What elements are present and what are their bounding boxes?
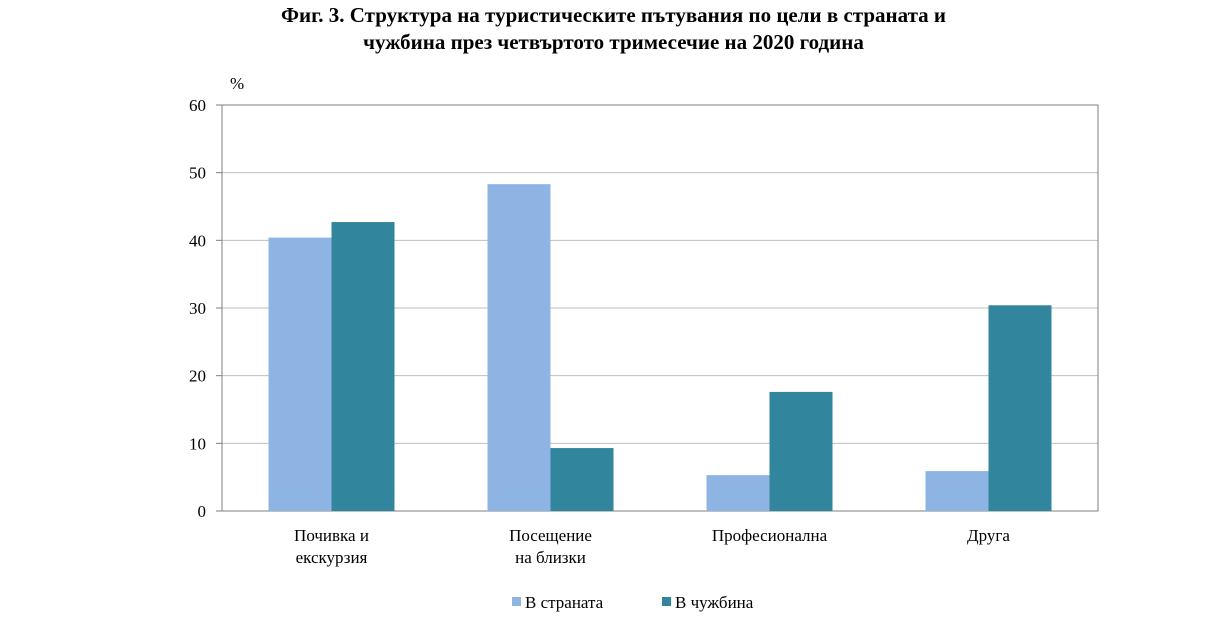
y-tick-label: 40 bbox=[189, 231, 206, 250]
x-axis-categories: Почивка и екскурзия Посещение на близки Проф… bbox=[294, 526, 1010, 567]
y-tick-label: 30 bbox=[189, 299, 206, 318]
x-category-label-line: Професионална bbox=[712, 526, 828, 545]
x-category-label-line: Посещение bbox=[509, 526, 592, 545]
y-tick-label: 50 bbox=[189, 164, 206, 183]
bars bbox=[268, 184, 1052, 512]
y-tick-label: 0 bbox=[198, 502, 207, 521]
legend-swatch bbox=[512, 597, 521, 606]
bar-domestic-0 bbox=[268, 237, 332, 512]
x-category-label-line: Почивка и bbox=[294, 526, 369, 545]
y-tick-label: 10 bbox=[189, 434, 206, 453]
bar-abroad-3 bbox=[988, 305, 1052, 511]
bar-domestic-2 bbox=[706, 475, 770, 511]
legend-swatch bbox=[662, 597, 671, 606]
x-category-label: Друга bbox=[967, 526, 1010, 545]
bar-abroad-0 bbox=[331, 222, 395, 511]
bar-abroad-2 bbox=[769, 391, 833, 511]
bar-abroad-1 bbox=[550, 448, 614, 511]
chart-title-line-2: чужбина през четвъртото тримесечие на 20… bbox=[363, 30, 864, 54]
x-category-label-line: Друга bbox=[967, 526, 1010, 545]
legend: В страната В чужбина bbox=[512, 593, 754, 612]
legend-label: В страната bbox=[525, 593, 604, 612]
chart-title: Фиг. 3. Структура на туристическите пъту… bbox=[0, 2, 1227, 56]
legend-label: В чужбина bbox=[675, 593, 754, 612]
y-axis-label: % bbox=[230, 74, 244, 93]
bar-domestic-1 bbox=[487, 184, 551, 512]
y-axis-ticks: 0 10 20 30 40 50 60 bbox=[189, 96, 222, 521]
x-category-label: Посещение на близки bbox=[509, 526, 592, 567]
bar-domestic-3 bbox=[925, 471, 989, 511]
x-category-label: Почивка и екскурзия bbox=[294, 526, 369, 567]
chart-title-line-1: Фиг. 3. Структура на туристическите пъту… bbox=[280, 3, 947, 27]
y-tick-label: 60 bbox=[189, 96, 206, 115]
y-tick-label: 20 bbox=[189, 367, 206, 386]
x-category-label-line: екскурзия bbox=[296, 548, 368, 567]
x-category-label: Професионална bbox=[712, 526, 828, 545]
x-category-label-line: на близки bbox=[515, 548, 586, 567]
